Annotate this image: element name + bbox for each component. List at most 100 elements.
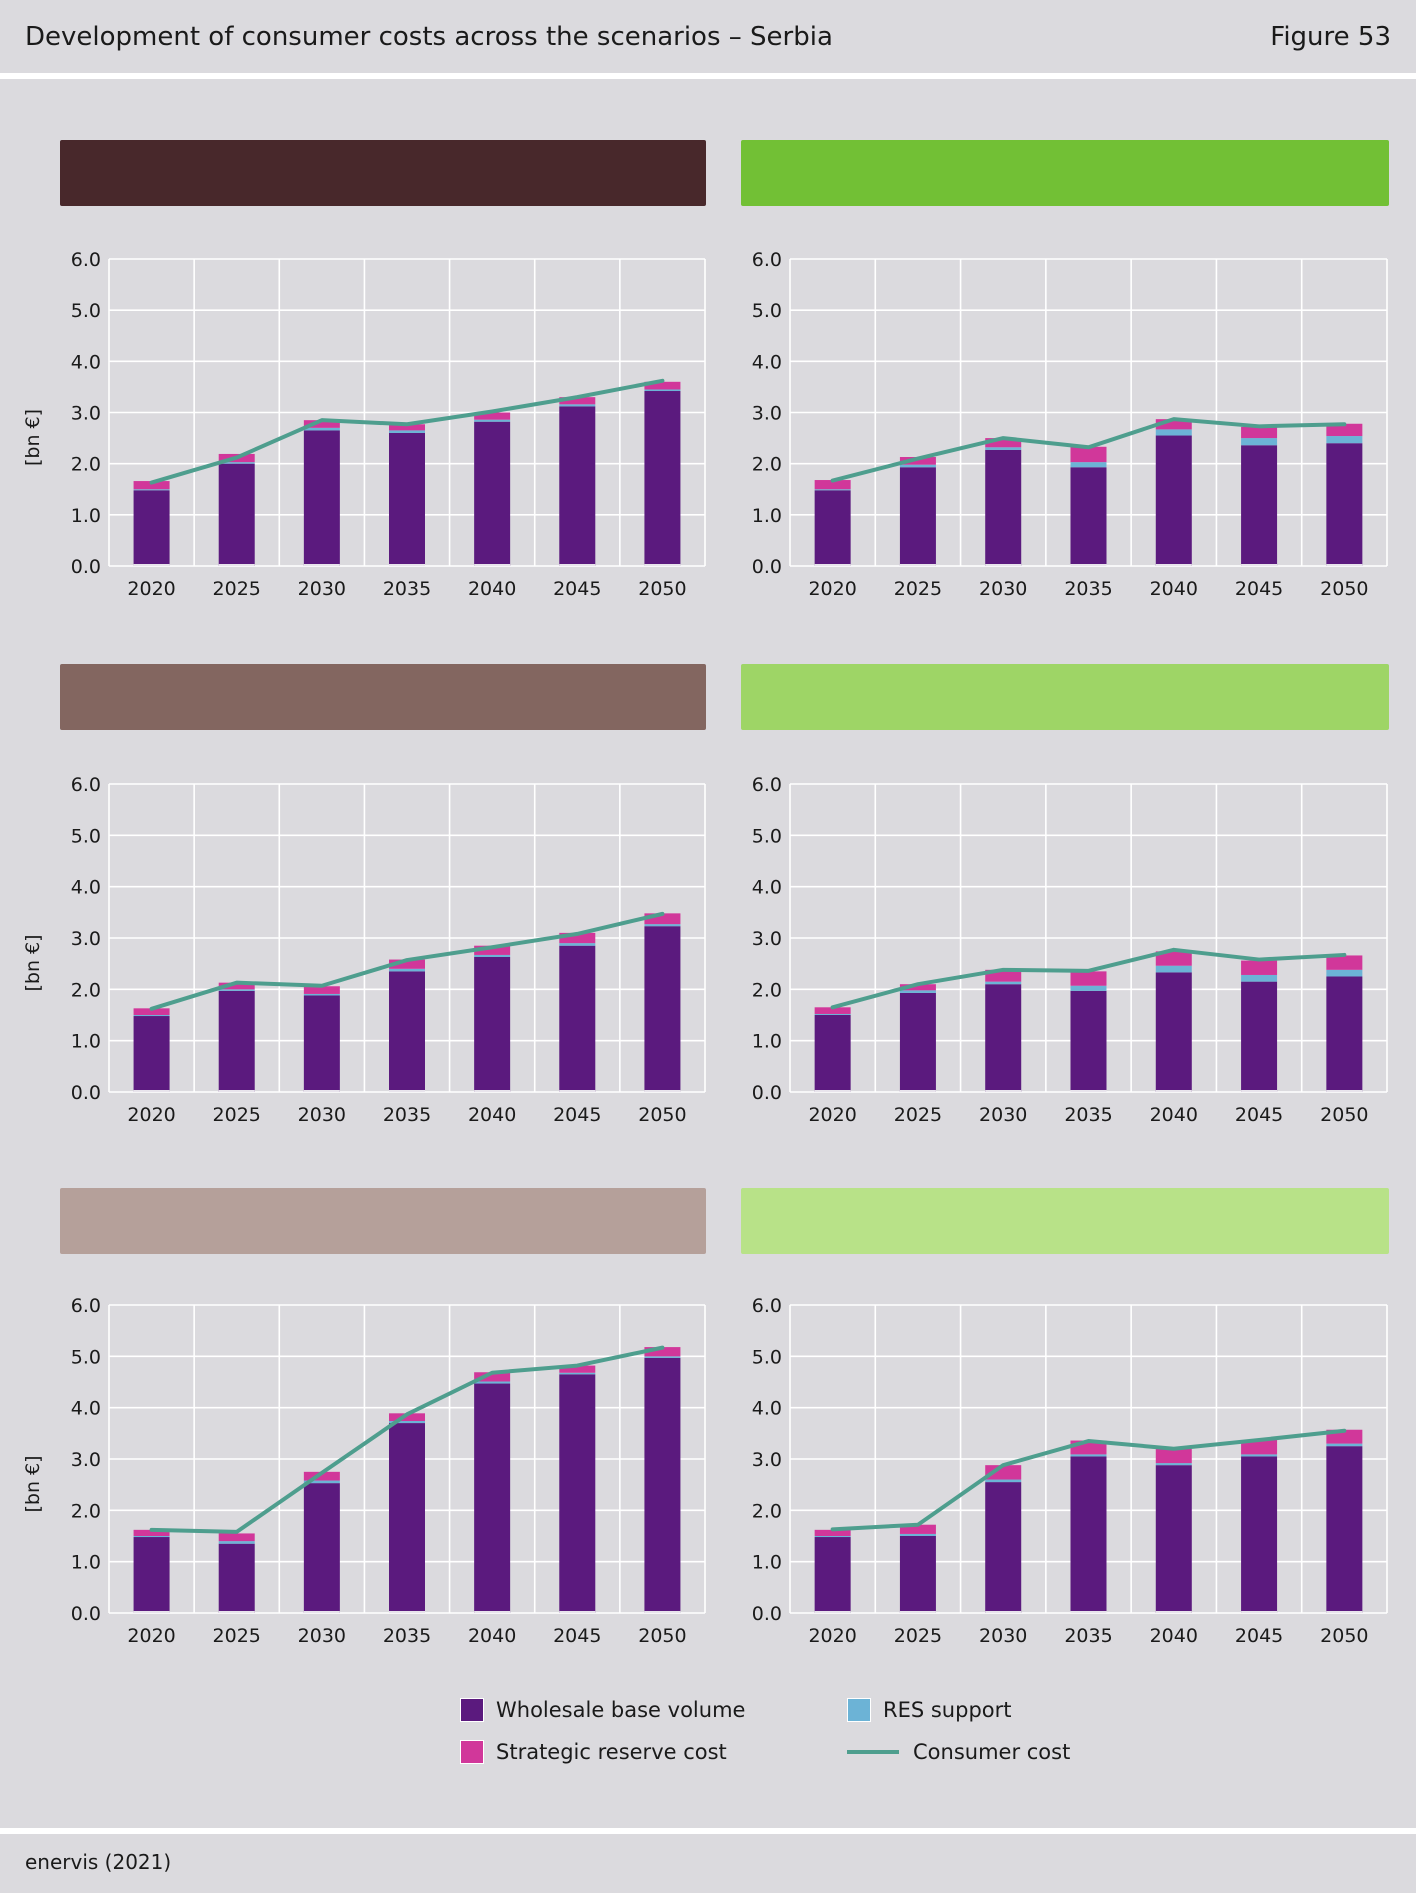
y-tick-label: 6.0 xyxy=(71,774,101,796)
bar-strategic-reserve xyxy=(474,945,511,955)
bar-res-support xyxy=(1326,436,1363,444)
x-tick-label: 2025 xyxy=(213,1104,261,1126)
bar-wholesale xyxy=(389,432,425,566)
y-tick-label: 0.0 xyxy=(71,1082,101,1104)
y-tick-label: 2.0 xyxy=(71,1500,101,1522)
bar-strategic-reserve xyxy=(474,412,511,420)
bar-baseline xyxy=(899,1611,936,1613)
bar-strategic-reserve xyxy=(1326,423,1363,437)
bar-wholesale xyxy=(303,430,340,566)
legend-swatch-reserve xyxy=(460,1740,484,1764)
consumer-cost-point xyxy=(660,1346,664,1350)
bar-strategic-reserve xyxy=(303,986,340,994)
x-tick-label: 2020 xyxy=(808,578,856,600)
page-title: Development of consumer costs across the… xyxy=(25,22,833,52)
y-tick-label: 2.0 xyxy=(71,979,101,1001)
bar-wholesale xyxy=(1070,990,1107,1092)
y-tick-label: 3.0 xyxy=(71,403,101,425)
y-tick-label: 6.0 xyxy=(71,249,101,271)
x-tick-label: 2035 xyxy=(1064,1104,1112,1126)
x-tick-label: 2020 xyxy=(808,1104,856,1126)
bar-strategic-reserve xyxy=(814,1529,851,1536)
consumer-cost-point xyxy=(916,982,920,986)
bar-wholesale xyxy=(985,449,1022,566)
bar-res-support xyxy=(133,489,170,491)
bar-res-support xyxy=(814,489,851,491)
legend-label-consumer: Consumer cost xyxy=(913,1740,1071,1764)
bar-strategic-reserve xyxy=(1241,960,1278,975)
legend-item-reserve: Strategic reserve cost xyxy=(460,1740,727,1764)
x-tick-label: 2035 xyxy=(383,1625,431,1647)
bar-res-support xyxy=(1326,969,1363,977)
bar-strategic-reserve xyxy=(133,481,170,490)
bar-strategic-reserve xyxy=(133,1529,170,1536)
bar-wholesale xyxy=(814,1537,851,1613)
bar-wholesale xyxy=(1070,467,1107,566)
bar-baseline xyxy=(985,564,1022,566)
bar-res-support xyxy=(1155,965,1192,973)
y-tick-label: 5.0 xyxy=(71,1346,101,1368)
consumer-cost-line xyxy=(149,378,665,485)
y-tick-label: 0.0 xyxy=(752,556,782,578)
bar-baseline xyxy=(985,1611,1022,1613)
bar-res-support xyxy=(899,990,936,993)
x-tick-label: 2045 xyxy=(553,578,601,600)
consumer-cost-point xyxy=(575,932,579,936)
consumer-cost-point xyxy=(831,1527,835,1531)
consumer-cost-point xyxy=(490,409,494,413)
y-tick-label: 3.0 xyxy=(752,1449,782,1471)
bar-strategic-reserve xyxy=(218,1533,255,1542)
consumer-cost-line xyxy=(830,1428,1347,1532)
consumer-cost-point xyxy=(831,1005,835,1009)
x-tick-label: 2045 xyxy=(1235,578,1283,600)
y-tick-label: 5.0 xyxy=(71,825,101,847)
bar-strategic-reserve xyxy=(1241,426,1278,439)
bar-res-support xyxy=(1241,438,1278,446)
consumer-cost-point xyxy=(235,1530,239,1534)
y-tick-label: 6.0 xyxy=(752,774,782,796)
bar-baseline xyxy=(133,1611,170,1613)
consumer-cost-point xyxy=(575,1364,579,1368)
bar-wholesale xyxy=(644,926,681,1092)
bar-res-support xyxy=(389,1421,425,1424)
y-tick-label: 3.0 xyxy=(752,403,782,425)
legend-label-wholesale: Wholesale base volume xyxy=(496,1698,746,1722)
x-tick-label: 2020 xyxy=(127,578,175,600)
x-tick-label: 2030 xyxy=(979,1104,1027,1126)
scenario-band-1 xyxy=(60,140,706,206)
bar-strategic-reserve xyxy=(218,453,255,463)
y-tick-label: 3.0 xyxy=(752,928,782,950)
bar-wholesale xyxy=(1241,981,1278,1092)
x-tick-label: 2020 xyxy=(127,1104,175,1126)
bar-res-support xyxy=(474,419,511,422)
bar-strategic-reserve xyxy=(1326,955,1363,970)
bar-wholesale xyxy=(985,1482,1022,1613)
y-axis-label: [bn €] xyxy=(22,409,44,466)
bar-res-support xyxy=(133,1536,170,1538)
bar-baseline xyxy=(218,564,255,566)
bar-strategic-reserve xyxy=(814,1007,851,1014)
bar-strategic-reserve xyxy=(899,1524,936,1534)
y-tick-label: 6.0 xyxy=(752,249,782,271)
consumer-cost-point xyxy=(1001,1463,1005,1467)
y-tick-label: 5.0 xyxy=(752,300,782,322)
bar-baseline xyxy=(644,1611,681,1613)
consumer-cost-point xyxy=(831,479,835,483)
x-tick-label: 2025 xyxy=(894,1104,942,1126)
x-tick-label: 2035 xyxy=(383,578,431,600)
bar-baseline xyxy=(389,564,425,566)
scenario-band-2 xyxy=(741,140,1389,206)
source-note: enervis (2021) xyxy=(25,1850,172,1874)
bar-res-support xyxy=(303,427,340,431)
y-tick-label: 2.0 xyxy=(752,979,782,1001)
y-tick-label: 5.0 xyxy=(752,825,782,847)
x-tick-label: 2035 xyxy=(383,1104,431,1126)
bar-res-support xyxy=(303,993,340,996)
bar-strategic-reserve xyxy=(899,984,936,991)
scenario-band-6 xyxy=(741,1188,1389,1254)
bar-baseline xyxy=(644,564,681,566)
plot-area xyxy=(790,259,1387,566)
bar-res-support xyxy=(133,1015,170,1017)
